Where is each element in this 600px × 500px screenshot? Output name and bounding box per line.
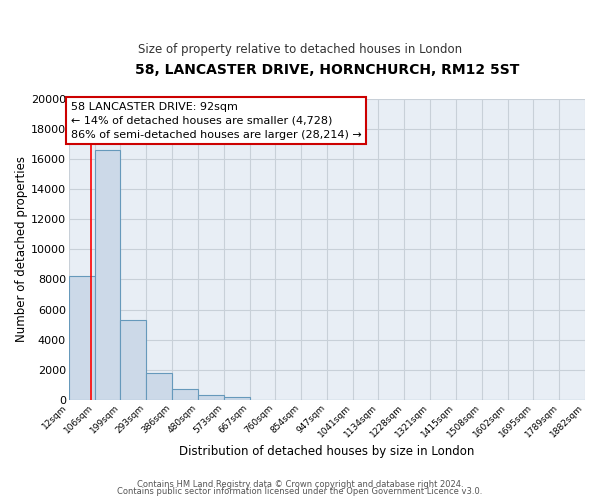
Bar	[224, 397, 250, 400]
Bar	[121, 320, 146, 400]
Bar	[198, 396, 224, 400]
Y-axis label: Number of detached properties: Number of detached properties	[15, 156, 28, 342]
Text: Contains HM Land Registry data © Crown copyright and database right 2024.: Contains HM Land Registry data © Crown c…	[137, 480, 463, 489]
Text: Contains public sector information licensed under the Open Government Licence v3: Contains public sector information licen…	[118, 487, 482, 496]
Title: 58, LANCASTER DRIVE, HORNCHURCH, RM12 5ST: 58, LANCASTER DRIVE, HORNCHURCH, RM12 5S…	[134, 62, 519, 76]
Bar	[146, 373, 172, 400]
Text: Size of property relative to detached houses in London: Size of property relative to detached ho…	[138, 42, 462, 56]
Text: 58 LANCASTER DRIVE: 92sqm
← 14% of detached houses are smaller (4,728)
86% of se: 58 LANCASTER DRIVE: 92sqm ← 14% of detac…	[71, 102, 362, 140]
Bar	[68, 276, 95, 400]
X-axis label: Distribution of detached houses by size in London: Distribution of detached houses by size …	[179, 444, 475, 458]
Bar	[95, 150, 121, 400]
Bar	[172, 388, 198, 400]
